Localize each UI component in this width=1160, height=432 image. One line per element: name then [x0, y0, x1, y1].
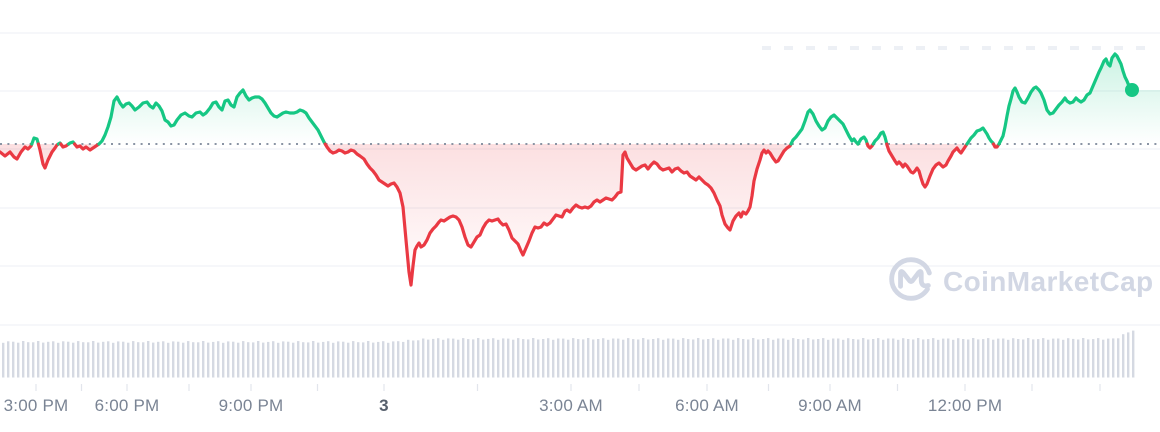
- x-axis-ticks: [35, 384, 1101, 391]
- price-area-fills: [0, 54, 1160, 285]
- price-area-fill-tail: [1132, 90, 1160, 144]
- price-line-segment-up: [997, 52, 1134, 146]
- price-area-fill-up: [99, 90, 326, 144]
- price-line: [0, 52, 1134, 287]
- price-line-segment-down: [991, 142, 1001, 149]
- price-line-segment-down: [0, 142, 34, 161]
- price-line-segment-up: [871, 130, 889, 146]
- price-line-segment-down: [73, 142, 101, 152]
- price-line-segment-down: [323, 142, 793, 287]
- price-line-segment-down: [59, 142, 71, 149]
- latest-price-dot: [1125, 83, 1139, 97]
- price-area-fill-up: [967, 128, 994, 144]
- price-area-fill-up: [791, 110, 858, 144]
- price-line-segment-down: [885, 142, 969, 189]
- price-line-segment-up: [97, 88, 327, 146]
- volume-bars: [2, 330, 1135, 378]
- price-line-segment-up: [789, 108, 860, 146]
- price-line-segment-up: [30, 136, 40, 146]
- price-line-segment-down: [36, 142, 61, 170]
- price-area-fill-down: [886, 144, 967, 187]
- price-line-segment-up: [856, 135, 869, 146]
- price-line-segment-up: [965, 126, 996, 146]
